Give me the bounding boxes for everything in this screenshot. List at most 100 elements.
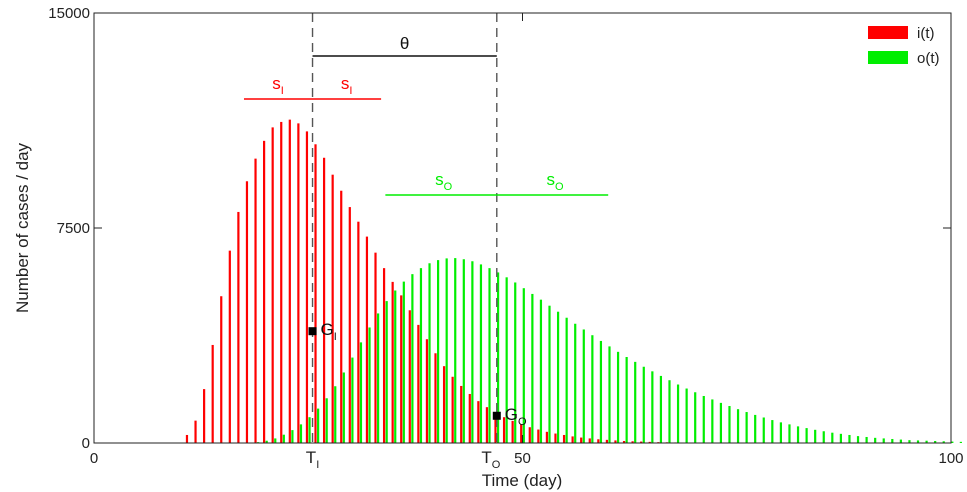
g-o-marker bbox=[492, 411, 501, 420]
o-bar bbox=[334, 386, 337, 443]
i-bar bbox=[614, 440, 617, 443]
o-bar bbox=[496, 272, 500, 443]
o-bar bbox=[634, 361, 637, 443]
o-bar bbox=[651, 371, 654, 443]
o-bar bbox=[951, 441, 954, 443]
o-bar bbox=[882, 438, 885, 443]
i-bar bbox=[203, 389, 206, 443]
o-bar bbox=[942, 441, 945, 443]
i-bar bbox=[237, 211, 240, 443]
i-bar bbox=[271, 127, 274, 443]
i-bar bbox=[502, 417, 506, 443]
bars-group bbox=[185, 119, 962, 444]
s-o-left-label: sO bbox=[435, 170, 453, 193]
i-bar bbox=[451, 376, 454, 443]
i-bar bbox=[571, 436, 574, 443]
i-bar bbox=[254, 158, 257, 443]
theta-label: θ bbox=[400, 34, 409, 53]
o-bar bbox=[685, 388, 688, 443]
o-bar bbox=[771, 420, 774, 443]
i-bar bbox=[417, 324, 420, 443]
o-bar bbox=[728, 406, 731, 443]
y-axis-title: Number of cases / day bbox=[13, 142, 32, 313]
ticks-group: 0 50 100 0 7500 15000 bbox=[48, 5, 963, 467]
i-bar bbox=[220, 296, 223, 443]
i-bar bbox=[331, 174, 334, 443]
o-bar bbox=[616, 351, 620, 443]
o-bar bbox=[325, 398, 328, 443]
o-bar bbox=[479, 264, 483, 443]
o-bar bbox=[796, 426, 800, 443]
o-bar bbox=[814, 429, 817, 443]
legend-label-i: i(t) bbox=[917, 25, 935, 42]
i-bar bbox=[537, 429, 540, 443]
annotations-group: θ sI sI sO sO GI GO TI TO bbox=[243, 13, 609, 471]
i-bar bbox=[511, 420, 514, 443]
o-bar bbox=[454, 258, 457, 443]
o-bar bbox=[694, 392, 697, 443]
i-bar bbox=[365, 236, 369, 443]
y-tick-label: 0 bbox=[82, 435, 90, 452]
o-bar bbox=[531, 293, 534, 443]
legend-label-o: o(t) bbox=[917, 50, 940, 67]
s-i-left-label: sI bbox=[272, 74, 284, 97]
o-bar bbox=[514, 282, 517, 443]
i-bar bbox=[545, 431, 549, 443]
o-bar bbox=[676, 384, 680, 443]
t-o-label: TO bbox=[481, 448, 500, 471]
o-bar bbox=[394, 290, 397, 443]
i-bar bbox=[211, 344, 214, 443]
o-bar bbox=[351, 357, 354, 443]
o-bar bbox=[805, 428, 808, 443]
o-bar bbox=[659, 375, 663, 443]
o-bar bbox=[317, 408, 320, 443]
o-bar bbox=[428, 263, 431, 443]
o-bar bbox=[856, 436, 860, 443]
i-bar bbox=[348, 207, 351, 443]
o-bar bbox=[702, 395, 705, 443]
o-bar bbox=[574, 323, 577, 443]
o-bar bbox=[908, 440, 911, 443]
o-bar bbox=[488, 268, 491, 443]
legend-swatch-o bbox=[868, 51, 908, 64]
i-bar bbox=[648, 441, 651, 443]
plot-area-background bbox=[94, 13, 951, 443]
i-bar bbox=[605, 439, 608, 443]
o-bar bbox=[539, 299, 543, 443]
i-bar bbox=[477, 401, 480, 443]
o-bar bbox=[822, 431, 825, 443]
i-bar bbox=[408, 310, 411, 443]
o-bar bbox=[934, 440, 937, 443]
i-bar bbox=[314, 144, 317, 444]
i-bar bbox=[588, 438, 591, 443]
o-bar bbox=[865, 436, 868, 443]
o-bar bbox=[402, 281, 405, 443]
o-bar bbox=[754, 414, 757, 443]
g-i-marker bbox=[308, 327, 317, 336]
i-bar bbox=[185, 434, 189, 443]
o-bar bbox=[899, 439, 902, 443]
i-bar bbox=[425, 339, 429, 443]
x-tick-label: 100 bbox=[938, 450, 963, 467]
i-bar bbox=[434, 353, 437, 443]
o-bar bbox=[385, 301, 388, 443]
i-bar bbox=[640, 441, 643, 443]
i-bar bbox=[554, 433, 557, 443]
g-o-label: GO bbox=[505, 405, 527, 428]
o-bar bbox=[762, 417, 765, 443]
o-bar bbox=[274, 438, 277, 443]
i-bar bbox=[485, 407, 489, 443]
i-bar bbox=[391, 281, 394, 443]
o-bar bbox=[411, 274, 414, 443]
i-bar bbox=[194, 420, 197, 443]
o-bar bbox=[342, 372, 345, 443]
o-bar bbox=[556, 311, 560, 443]
o-bar bbox=[359, 342, 363, 443]
o-bar bbox=[839, 433, 842, 443]
legend: i(t) o(t) bbox=[868, 25, 940, 67]
i-bar bbox=[245, 181, 249, 443]
i-bar bbox=[468, 393, 471, 443]
o-bar bbox=[582, 329, 585, 443]
i-bar bbox=[263, 140, 266, 443]
